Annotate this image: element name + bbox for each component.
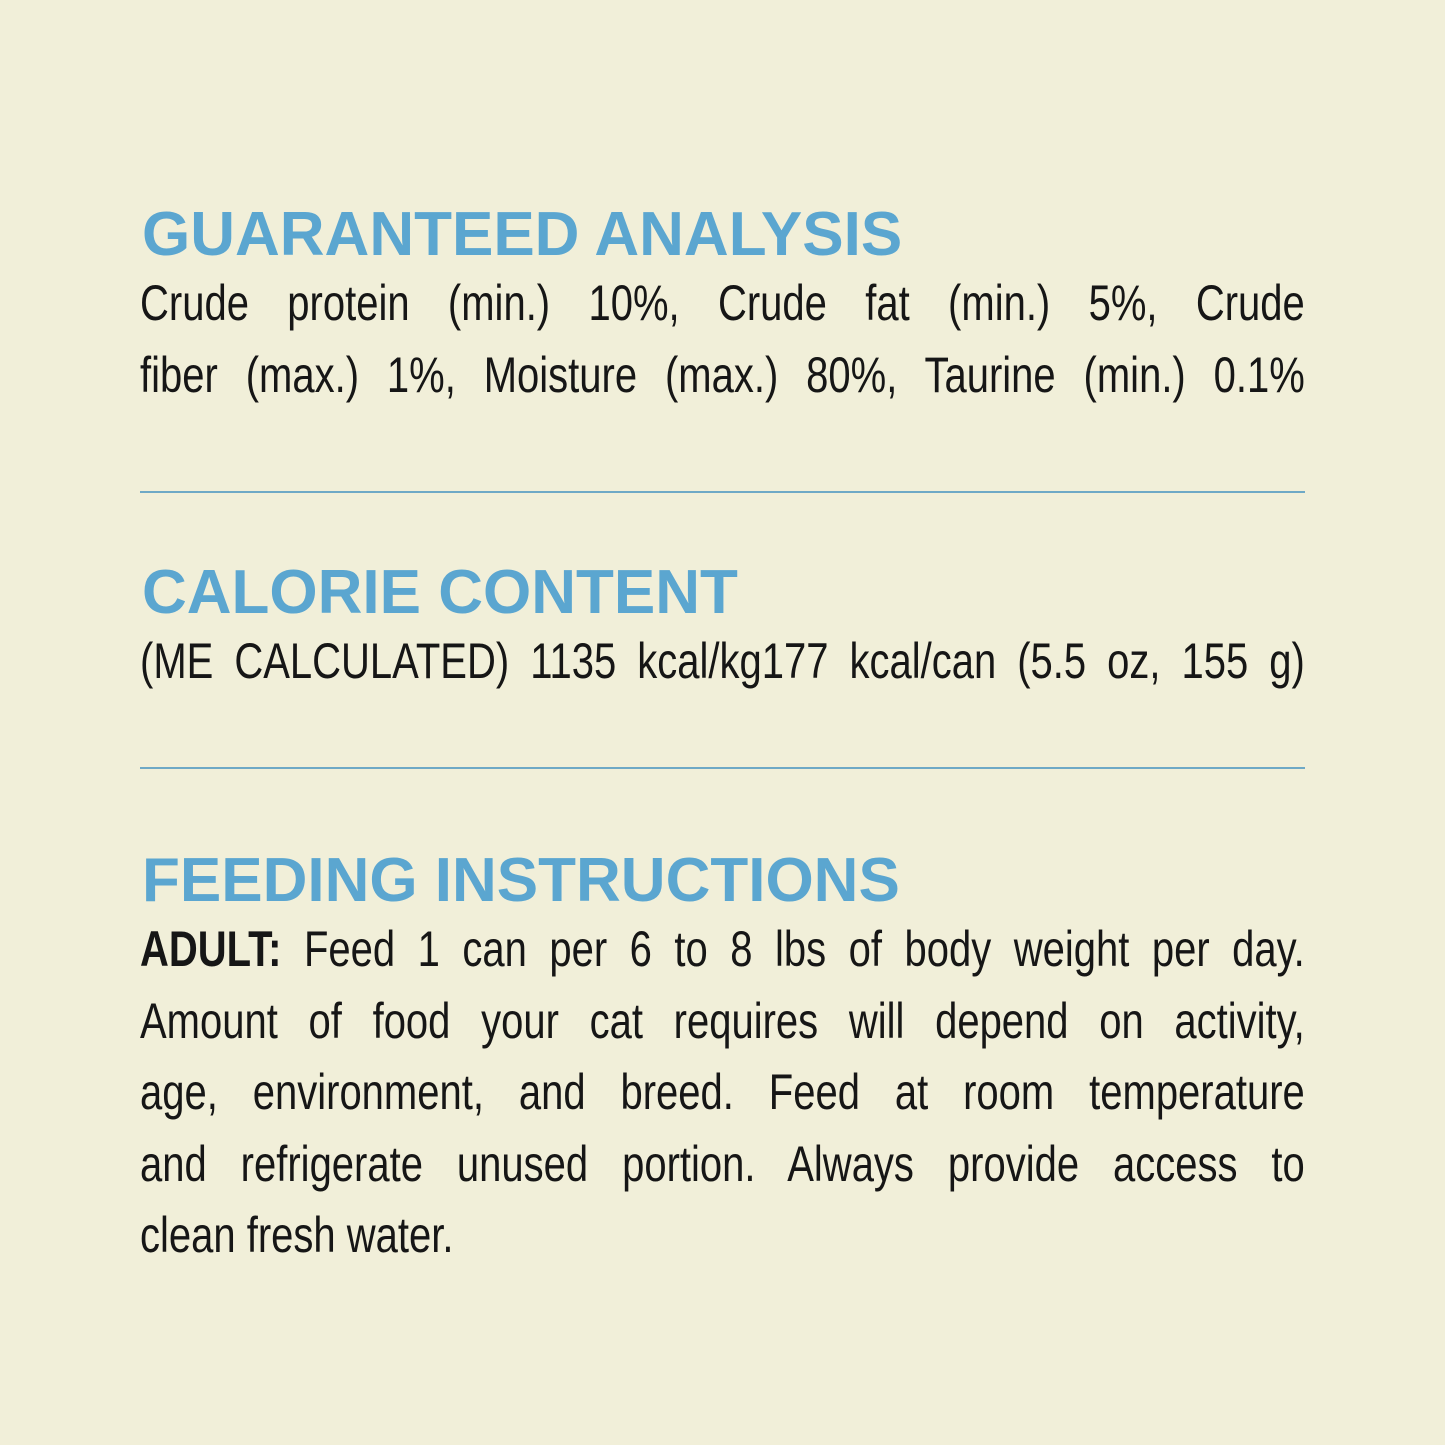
calorie-content-text: (ME CALCULATED) 1135 kcal/kg177 kcal/can…	[140, 626, 1305, 698]
feeding-instructions-text: ADULT: Feed 1 can per 6 to 8 lbs of body…	[140, 914, 1305, 1272]
text-segment: Feed 1 can per 6 to 8 lbs of body weight…	[281, 921, 1305, 977]
text-line: fiber (max.) 1%, Moisture (max.) 80%, Ta…	[140, 346, 1305, 403]
feeding-instructions-heading: FEEDING INSTRUCTIONS	[142, 846, 900, 915]
text-line: Amount of food your cat requires will de…	[140, 992, 1305, 1049]
text-line: ADULT: Feed 1 can per 6 to 8 lbs of body…	[140, 914, 1305, 986]
divider	[140, 491, 1305, 493]
text-line: age, environment, and breed. Feed at roo…	[140, 1064, 1305, 1120]
text-line: Crude protein (min.) 10%, Crude fat (min…	[140, 275, 1305, 331]
guaranteed-analysis-text: Crude protein (min.) 10%, Crude fat (min…	[140, 268, 1305, 411]
text-line: (ME CALCULATED) 1135 kcal/kg177 kcal/can…	[140, 633, 1305, 689]
text-line: clean fresh water.	[140, 1207, 454, 1263]
text-line: and refrigerate unused portion. Always p…	[140, 1135, 1305, 1192]
guaranteed-analysis-heading: GUARANTEED ANALYSIS	[142, 200, 903, 269]
calorie-content-heading: CALORIE CONTENT	[142, 558, 738, 627]
adult-label: ADULT:	[140, 921, 282, 977]
divider	[140, 767, 1305, 769]
